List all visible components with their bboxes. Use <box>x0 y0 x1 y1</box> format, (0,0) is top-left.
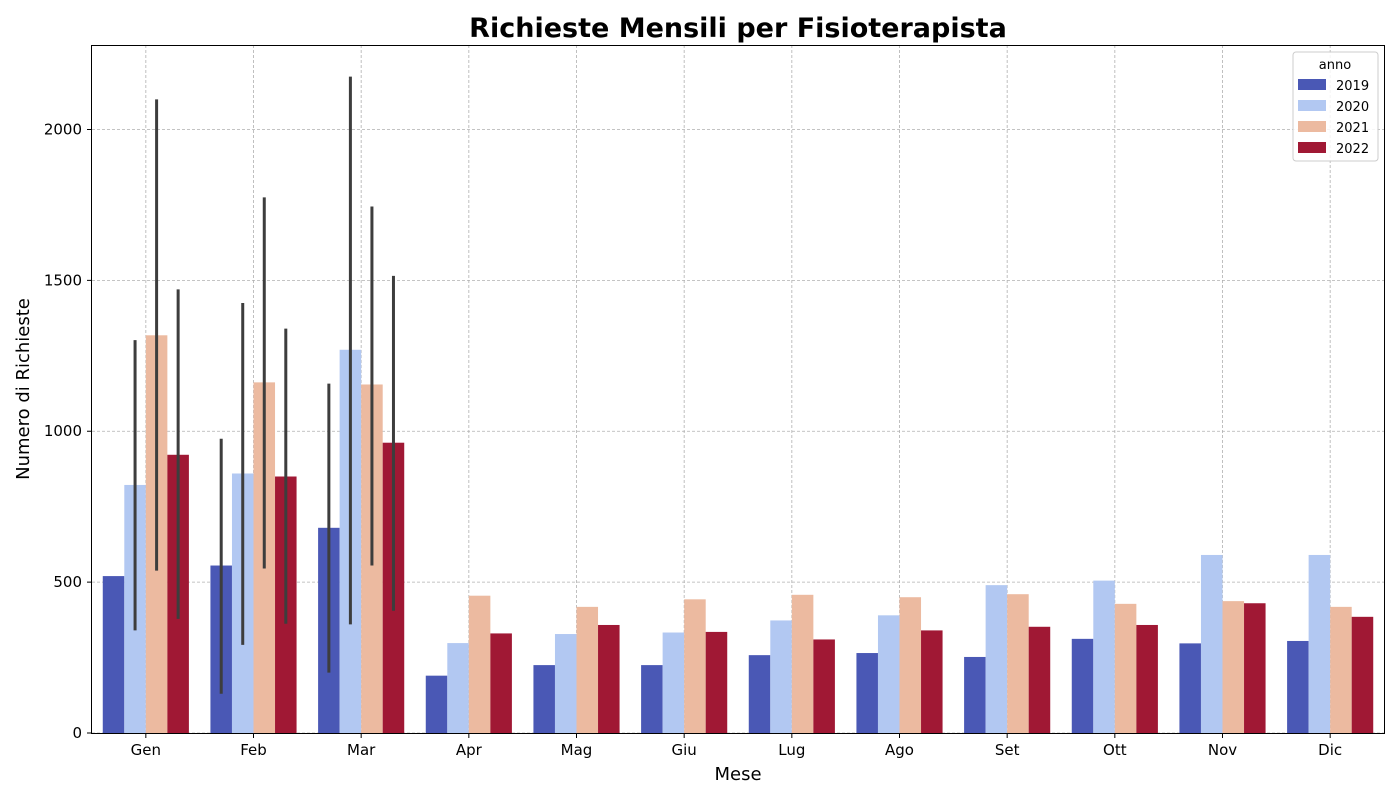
bars-layer <box>102 335 1374 733</box>
x-tick-label: Set <box>995 741 1020 759</box>
x-tick-label: Mar <box>347 741 376 759</box>
legend-swatch <box>1298 121 1326 132</box>
bar <box>705 631 728 733</box>
bar <box>468 595 491 733</box>
legend-swatch <box>1298 79 1326 90</box>
bar <box>425 675 448 733</box>
bar <box>791 594 814 733</box>
bar <box>447 643 469 733</box>
bar <box>770 620 792 733</box>
bar <box>1179 643 1201 733</box>
legend-entry-label: 2019 <box>1336 79 1369 94</box>
legend: anno 2019 2020 2021 2022 <box>1292 51 1379 162</box>
bar <box>102 576 125 733</box>
bar <box>964 656 986 733</box>
x-tick-label: Dic <box>1318 741 1342 759</box>
bar <box>899 597 922 733</box>
bar <box>1007 594 1029 733</box>
y-tick-label: 500 <box>53 573 82 591</box>
y-tick-label: 1500 <box>44 271 82 289</box>
legend-swatch <box>1298 142 1326 153</box>
y-tick-label: 1000 <box>44 422 82 440</box>
bar <box>1028 626 1051 733</box>
chart-title: Richieste Mensili per Fisioterapista <box>469 13 1007 44</box>
bar <box>554 634 577 733</box>
legend-entry-label: 2022 <box>1336 142 1369 157</box>
bar <box>576 606 599 733</box>
bar <box>662 632 685 733</box>
x-tick-label: Ago <box>885 741 914 759</box>
bar <box>813 639 835 733</box>
bar <box>921 630 943 733</box>
bar <box>1093 580 1115 733</box>
x-tick-label: Apr <box>456 741 483 759</box>
x-axis-label: Mese <box>714 764 761 785</box>
bar <box>1222 601 1245 733</box>
bar <box>1136 624 1158 733</box>
bar <box>877 615 900 733</box>
x-tick-label: Gen <box>131 741 161 759</box>
y-axis-label: Numero di Richieste <box>13 298 34 480</box>
bar <box>533 665 555 733</box>
legend-title: anno <box>1319 58 1351 73</box>
x-tick-label: Lug <box>778 741 805 759</box>
x-tick-label: Ott <box>1103 741 1127 759</box>
bar <box>1200 554 1223 733</box>
bar <box>748 655 771 733</box>
y-tick-label: 2000 <box>44 120 82 138</box>
bar <box>641 665 663 733</box>
bar <box>684 599 706 733</box>
bar <box>1330 606 1352 733</box>
bar <box>1114 603 1137 733</box>
x-tick-label: Giu <box>672 741 697 759</box>
legend-entry-label: 2020 <box>1336 100 1369 115</box>
bar <box>1244 603 1266 733</box>
bar <box>985 585 1008 733</box>
bar <box>856 653 878 733</box>
bar <box>1071 638 1094 733</box>
legend-swatch <box>1298 100 1326 111</box>
bar <box>1308 554 1331 733</box>
x-axis: Gen Feb Mar Apr Mag Giu Lug Ago Set Ott Nov Dic <box>131 733 1342 759</box>
x-tick-label: Nov <box>1208 741 1237 759</box>
legend-entry-label: 2021 <box>1336 121 1369 136</box>
plot-frame <box>91 45 1385 734</box>
y-tick-label: 0 <box>72 724 82 742</box>
bar <box>1287 640 1309 733</box>
error-bars-layer <box>133 76 395 694</box>
x-tick-label: Feb <box>240 741 267 759</box>
bar <box>1351 616 1374 733</box>
y-axis: 0 500 1000 1500 2000 <box>44 120 92 742</box>
bar <box>598 624 620 733</box>
bar <box>490 633 512 733</box>
x-tick-label: Mag <box>561 741 593 759</box>
